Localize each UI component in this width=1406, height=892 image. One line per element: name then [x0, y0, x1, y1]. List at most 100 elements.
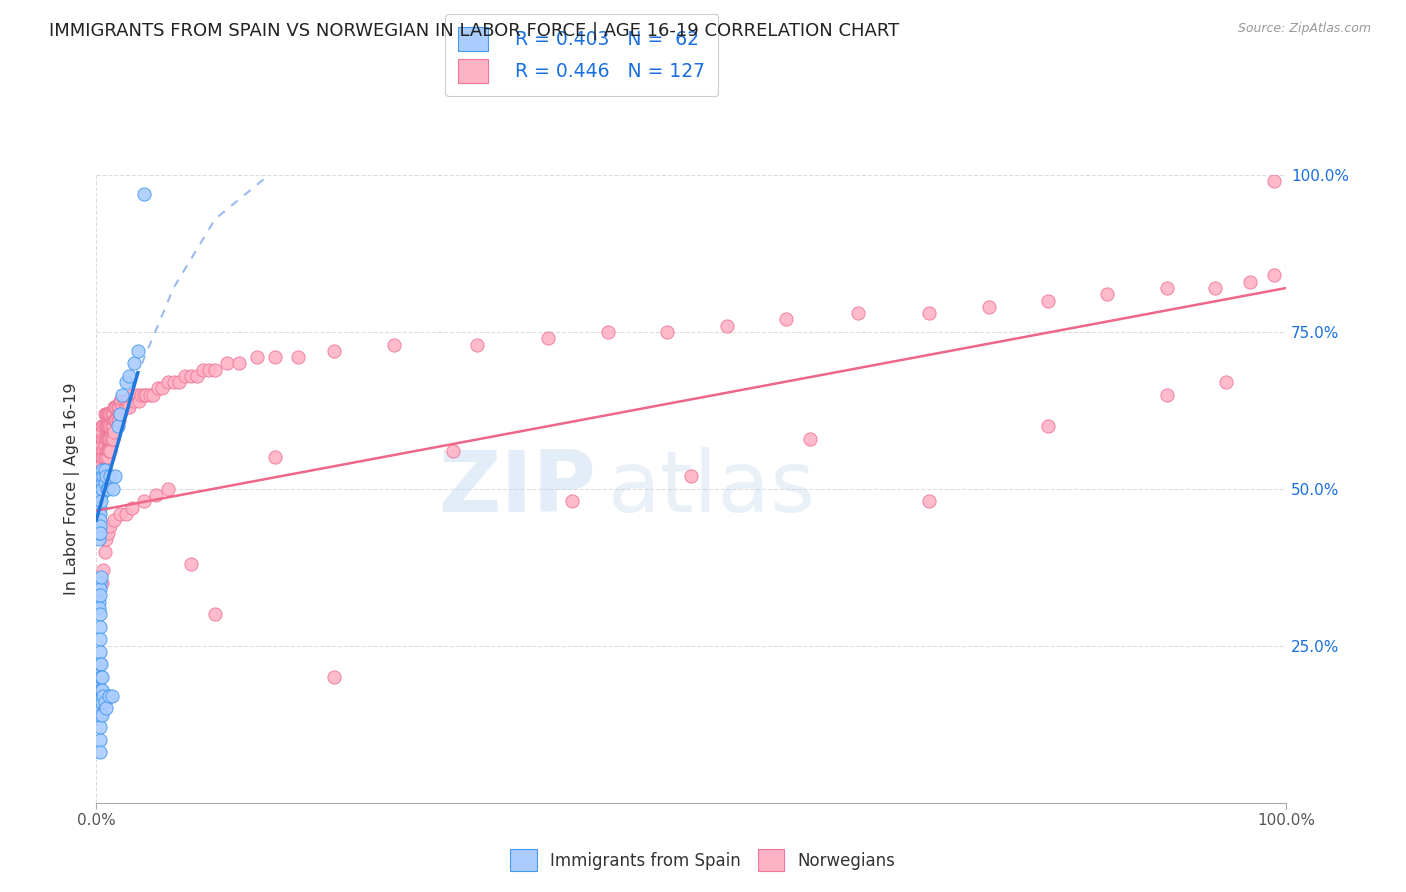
- Point: [918, 494, 941, 508]
- Point: [93, 463, 115, 477]
- Point: [93, 432, 115, 446]
- Point: [323, 343, 346, 358]
- Point: [716, 318, 738, 333]
- Point: [108, 507, 131, 521]
- Point: [596, 325, 619, 339]
- Point: [90, 569, 112, 583]
- Point: [89, 519, 111, 533]
- Legend: Immigrants from Spain, Norwegians: Immigrants from Spain, Norwegians: [502, 841, 904, 880]
- Point: [89, 732, 111, 747]
- Point: [91, 457, 114, 471]
- Point: [89, 707, 111, 722]
- Point: [1156, 281, 1178, 295]
- Point: [287, 350, 309, 364]
- Point: [98, 432, 121, 446]
- Point: [150, 381, 173, 395]
- Point: [104, 469, 127, 483]
- Point: [117, 394, 139, 409]
- Point: [89, 657, 111, 672]
- Point: [1239, 275, 1261, 289]
- Point: [90, 463, 112, 477]
- Point: [91, 482, 114, 496]
- Point: [107, 419, 129, 434]
- Point: [93, 407, 115, 421]
- Point: [90, 438, 112, 452]
- Point: [204, 607, 226, 622]
- Point: [91, 425, 114, 440]
- Point: [90, 670, 112, 684]
- Point: [97, 450, 120, 465]
- Point: [91, 563, 114, 577]
- Point: [263, 450, 285, 465]
- Point: [97, 482, 120, 496]
- Point: [101, 407, 124, 421]
- Point: [1204, 281, 1226, 295]
- Point: [89, 632, 111, 647]
- Point: [162, 375, 184, 389]
- Point: [89, 500, 111, 515]
- Point: [561, 494, 583, 508]
- Point: [91, 419, 114, 434]
- Point: [1156, 387, 1178, 401]
- Point: [441, 444, 464, 458]
- Point: [87, 525, 110, 540]
- Point: [89, 513, 111, 527]
- Point: [193, 362, 215, 376]
- Point: [145, 488, 167, 502]
- Point: [89, 745, 111, 759]
- Point: [94, 532, 117, 546]
- Point: [246, 350, 269, 364]
- Point: [775, 312, 797, 326]
- Point: [681, 469, 703, 483]
- Point: [180, 557, 202, 571]
- Point: [174, 368, 197, 383]
- Point: [90, 682, 112, 697]
- Point: [108, 407, 131, 421]
- Point: [89, 507, 111, 521]
- Point: [91, 419, 114, 434]
- Point: [91, 463, 114, 477]
- Point: [91, 469, 114, 483]
- Point: [87, 595, 110, 609]
- Point: [91, 438, 114, 452]
- Point: [135, 387, 157, 401]
- Point: [91, 450, 114, 465]
- Point: [97, 407, 120, 421]
- Point: [180, 368, 202, 383]
- Point: [91, 689, 114, 703]
- Point: [108, 394, 131, 409]
- Point: [89, 670, 111, 684]
- Point: [977, 300, 1000, 314]
- Point: [97, 432, 120, 446]
- Point: [103, 401, 125, 415]
- Point: [138, 387, 160, 401]
- Point: [91, 469, 114, 483]
- Point: [97, 444, 120, 458]
- Point: [465, 337, 488, 351]
- Point: [93, 450, 115, 465]
- Point: [100, 419, 122, 434]
- Point: [98, 407, 121, 421]
- Point: [111, 401, 134, 415]
- Point: [132, 387, 155, 401]
- Point: [1036, 293, 1059, 308]
- Point: [91, 450, 114, 465]
- Point: [89, 607, 111, 622]
- Point: [382, 337, 405, 351]
- Text: ZIP: ZIP: [439, 447, 596, 531]
- Point: [100, 469, 122, 483]
- Point: [87, 532, 110, 546]
- Point: [228, 356, 250, 370]
- Point: [127, 343, 149, 358]
- Point: [1097, 287, 1119, 301]
- Point: [96, 432, 118, 446]
- Point: [100, 689, 122, 703]
- Point: [100, 419, 122, 434]
- Point: [1263, 174, 1285, 188]
- Point: [104, 401, 127, 415]
- Point: [89, 645, 111, 659]
- Point: [121, 500, 143, 515]
- Point: [93, 438, 115, 452]
- Point: [846, 306, 869, 320]
- Point: [89, 695, 111, 709]
